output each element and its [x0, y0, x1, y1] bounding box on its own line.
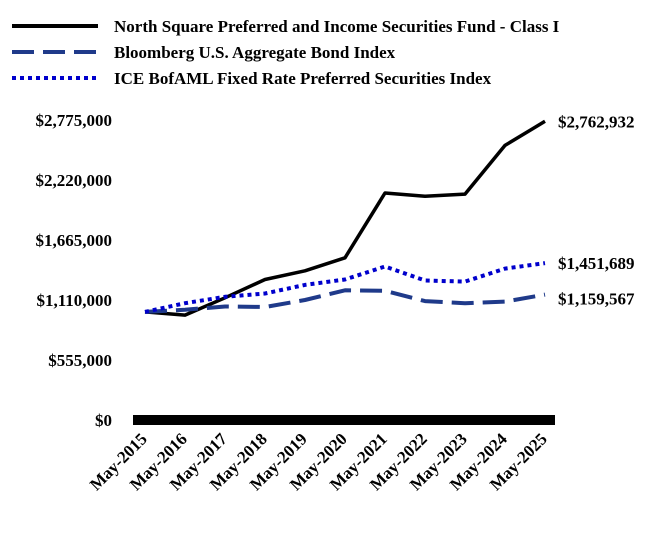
legend-label-3: ICE BofAML Fixed Rate Preferred Securiti… — [114, 69, 492, 88]
y-axis: $0 $555,000 $1,110,000 $1,665,000 $2,220,000… — [36, 111, 113, 430]
legend-label-1: North Square Preferred and Income Securi… — [114, 17, 560, 36]
end-value-label-1: $2,762,932 — [558, 112, 635, 131]
y-tick-label: $2,775,000 — [36, 111, 113, 130]
end-value-label-3: $1,451,689 — [558, 254, 635, 273]
y-tick-label: $2,220,000 — [36, 171, 113, 190]
end-value-label-2: $1,159,567 — [558, 290, 635, 309]
y-tick-label: $1,110,000 — [36, 291, 112, 310]
series-line-3 — [144, 261, 546, 314]
x-axis: May-2015May-2016May-2017May-2018May-2019… — [86, 415, 555, 494]
series-line-1 — [144, 119, 546, 317]
series-line-2 — [144, 288, 546, 314]
y-tick-label: $0 — [95, 411, 112, 430]
y-tick-label: $1,665,000 — [36, 231, 113, 250]
series-group — [144, 119, 546, 317]
legend: North Square Preferred and Income Securi… — [12, 17, 560, 88]
legend-label-2: Bloomberg U.S. Aggregate Bond Index — [114, 43, 396, 62]
y-tick-label: $555,000 — [48, 351, 112, 370]
end-labels: $2,762,932 $1,159,567 $1,451,689 — [558, 112, 635, 308]
x-axis-line — [133, 415, 555, 425]
